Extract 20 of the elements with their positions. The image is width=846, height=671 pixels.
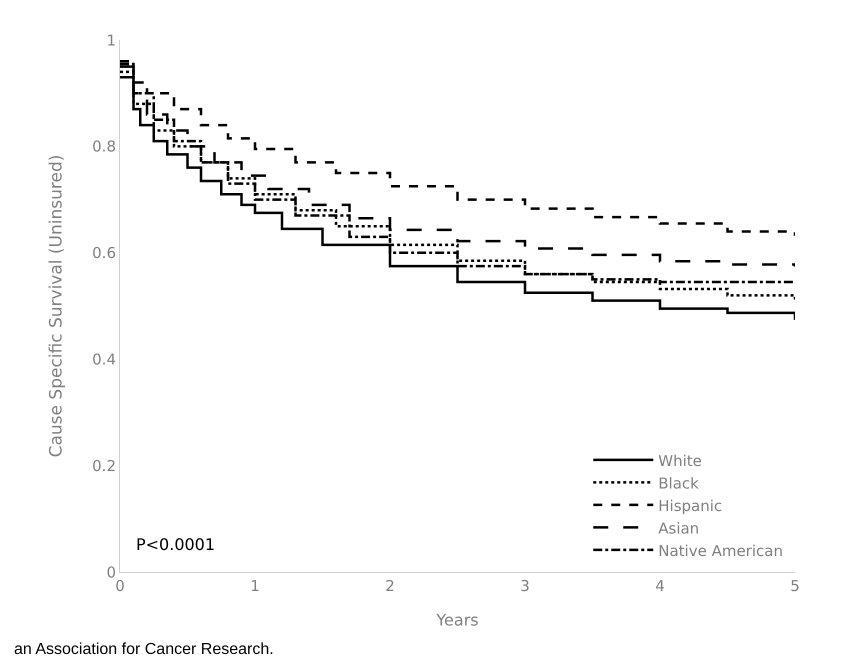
text: an Association for Cancer Research. xyxy=(14,641,274,658)
x-tick-label: 2 xyxy=(385,577,395,595)
y-tick-label: 1 xyxy=(106,31,116,50)
legend-label: Black xyxy=(658,474,700,492)
x-axis-title: Years xyxy=(435,610,479,630)
x-tick-label: 1 xyxy=(250,577,260,595)
legend-label: Native American xyxy=(658,542,783,560)
annotation: P<0.0001 xyxy=(136,535,216,554)
legend-label: White xyxy=(658,452,702,470)
y-tick-label: 0.8 xyxy=(92,138,116,156)
legend-label: Asian xyxy=(658,519,700,538)
y-tick-label: 0.6 xyxy=(92,244,116,262)
x-tick-label: 3 xyxy=(520,577,530,595)
y-tick-label: 0.4 xyxy=(92,350,116,368)
x-tick-label: 4 xyxy=(655,577,665,595)
x-tick-label: 5 xyxy=(790,577,800,595)
y-axis-title: Cause Specific Survival (Uninsured) xyxy=(46,154,67,458)
legend-label: Hispanic xyxy=(658,496,722,515)
y-tick-label: 0.2 xyxy=(92,456,116,475)
y-tick-label: 0 xyxy=(106,563,116,582)
